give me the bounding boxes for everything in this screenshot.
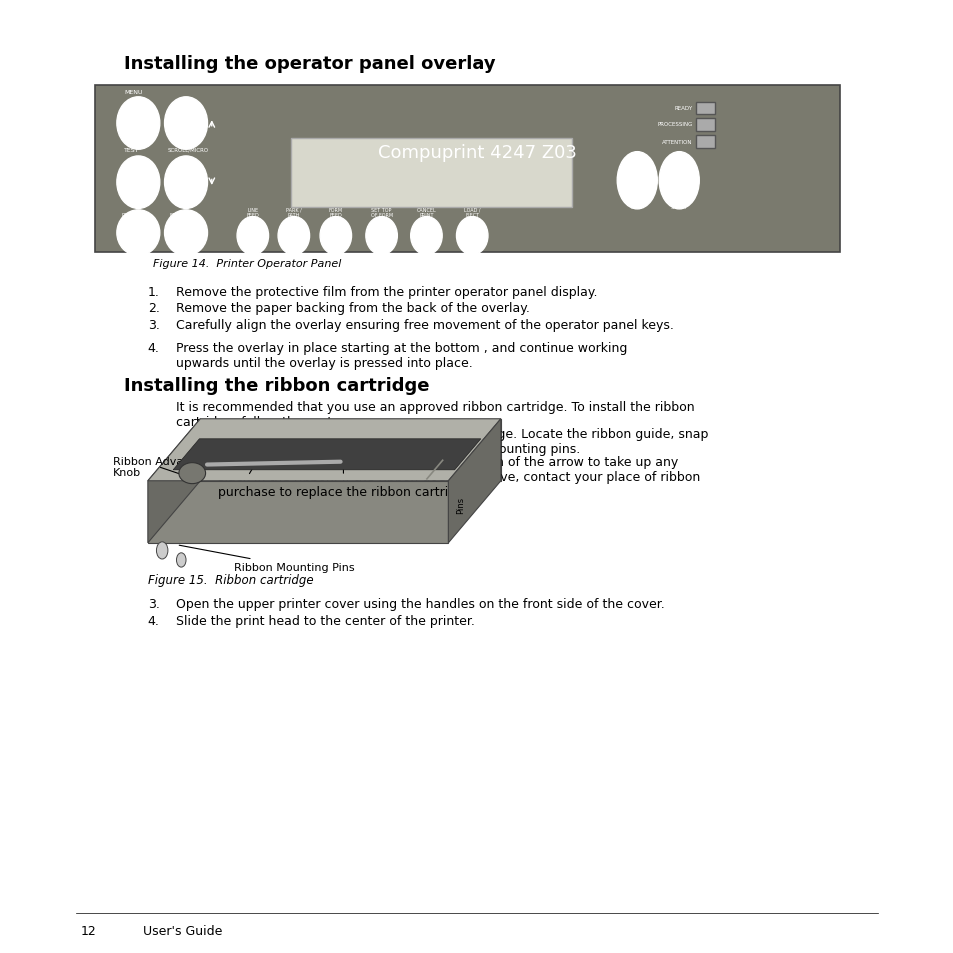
- Ellipse shape: [410, 217, 441, 255]
- Text: Press the overlay in place starting at the bottom , and continue working
upwards: Press the overlay in place starting at t…: [176, 342, 627, 370]
- Ellipse shape: [178, 463, 206, 484]
- Text: SET TOP
OF FORM: SET TOP OF FORM: [370, 208, 393, 218]
- Text: 4.: 4.: [148, 342, 159, 355]
- Text: CANCEL
PRINT: CANCEL PRINT: [416, 208, 436, 218]
- Ellipse shape: [164, 97, 208, 151]
- Text: TEST: TEST: [124, 148, 139, 152]
- Text: User's Guide: User's Guide: [143, 924, 222, 938]
- Bar: [95, 86, 839, 253]
- Polygon shape: [148, 419, 200, 543]
- Text: LINE
FEED: LINE FEED: [246, 208, 259, 218]
- Ellipse shape: [319, 217, 351, 255]
- Text: Slide the print head to the center of the printer.: Slide the print head to the center of th…: [176, 615, 475, 628]
- Text: 12: 12: [81, 924, 97, 938]
- Text: ATTENTION: ATTENTION: [661, 139, 692, 145]
- Text: Figure 15.  Ribbon cartridge: Figure 15. Ribbon cartridge: [148, 574, 314, 587]
- Ellipse shape: [617, 152, 657, 210]
- Bar: [291, 139, 572, 208]
- Text: Remove the ribbon cartridge from the package. Locate the ribbon guide, snap
arm,: Remove the ribbon cartridge from the pac…: [217, 428, 707, 456]
- Ellipse shape: [116, 156, 159, 210]
- Ellipse shape: [116, 211, 159, 256]
- Ellipse shape: [236, 217, 269, 255]
- Text: RETURN: RETURN: [121, 213, 143, 217]
- Ellipse shape: [278, 217, 309, 255]
- Text: Ribbon Mounting Pins: Ribbon Mounting Pins: [179, 546, 354, 572]
- Ellipse shape: [659, 152, 699, 210]
- Text: 3.: 3.: [148, 318, 159, 332]
- Text: Remove the paper backing from the back of the overlay.: Remove the paper backing from the back o…: [176, 302, 530, 315]
- Ellipse shape: [164, 211, 208, 256]
- Text: STOP: STOP: [630, 205, 643, 210]
- Text: Compuprint 4247 Z03: Compuprint 4247 Z03: [377, 144, 576, 161]
- Text: 2.: 2.: [148, 302, 159, 315]
- Ellipse shape: [456, 217, 488, 255]
- Ellipse shape: [176, 553, 186, 568]
- Text: READY: READY: [674, 106, 692, 112]
- Text: Ribbon Advance
Knob: Ribbon Advance Knob: [112, 456, 203, 477]
- Text: PROCESSING: PROCESSING: [657, 122, 692, 128]
- Polygon shape: [148, 419, 500, 481]
- Ellipse shape: [366, 217, 396, 255]
- Text: Figure 14.  Printer Operator Panel: Figure 14. Printer Operator Panel: [152, 259, 340, 269]
- Bar: [696, 103, 715, 115]
- Text: LOAD /
EJECT: LOAD / EJECT: [463, 208, 480, 218]
- Polygon shape: [448, 419, 500, 543]
- Ellipse shape: [116, 97, 159, 151]
- Text: Open the upper printer cover using the handles on the front side of the cover.: Open the upper printer cover using the h…: [176, 598, 664, 611]
- Text: SCROLL/MICRO: SCROLL/MICRO: [168, 148, 209, 152]
- Ellipse shape: [156, 542, 168, 559]
- Text: 2.: 2.: [191, 456, 202, 469]
- Text: Remove the protective film from the printer operator panel display.: Remove the protective film from the prin…: [176, 286, 598, 299]
- Text: Ribbon Guide: Ribbon Guide: [306, 445, 380, 474]
- Text: 1.: 1.: [148, 286, 159, 299]
- Bar: [696, 136, 715, 149]
- Text: Turn the ribbon advance knob in the direction of the arrow to take up any
slack : Turn the ribbon advance knob in the dire…: [217, 456, 700, 498]
- Text: Carefully align the overlay ensuring free movement of the operator panel keys.: Carefully align the overlay ensuring fre…: [176, 318, 674, 332]
- Text: Pins: Pins: [456, 497, 464, 514]
- Text: ENTER: ENTER: [170, 213, 188, 217]
- Text: It is recommended that you use an approved ribbon cartridge. To install the ribb: It is recommended that you use an approv…: [176, 400, 695, 428]
- Text: Installing the ribbon cartridge: Installing the ribbon cartridge: [124, 376, 429, 395]
- Text: START: START: [670, 205, 687, 210]
- Text: Snap Arm: Snap Arm: [233, 450, 288, 474]
- Bar: [696, 119, 715, 132]
- Text: 3.: 3.: [148, 598, 159, 611]
- Polygon shape: [200, 419, 500, 481]
- Text: Installing the operator panel overlay: Installing the operator panel overlay: [124, 55, 496, 73]
- Polygon shape: [148, 481, 448, 543]
- Ellipse shape: [164, 156, 208, 210]
- Text: 4.: 4.: [148, 615, 159, 628]
- Text: PARK /
PATH: PARK / PATH: [286, 208, 301, 218]
- Text: 1.: 1.: [191, 428, 202, 441]
- Polygon shape: [173, 439, 480, 470]
- Text: MENU: MENU: [124, 91, 142, 95]
- Text: FORM
FEED: FORM FEED: [329, 208, 342, 218]
